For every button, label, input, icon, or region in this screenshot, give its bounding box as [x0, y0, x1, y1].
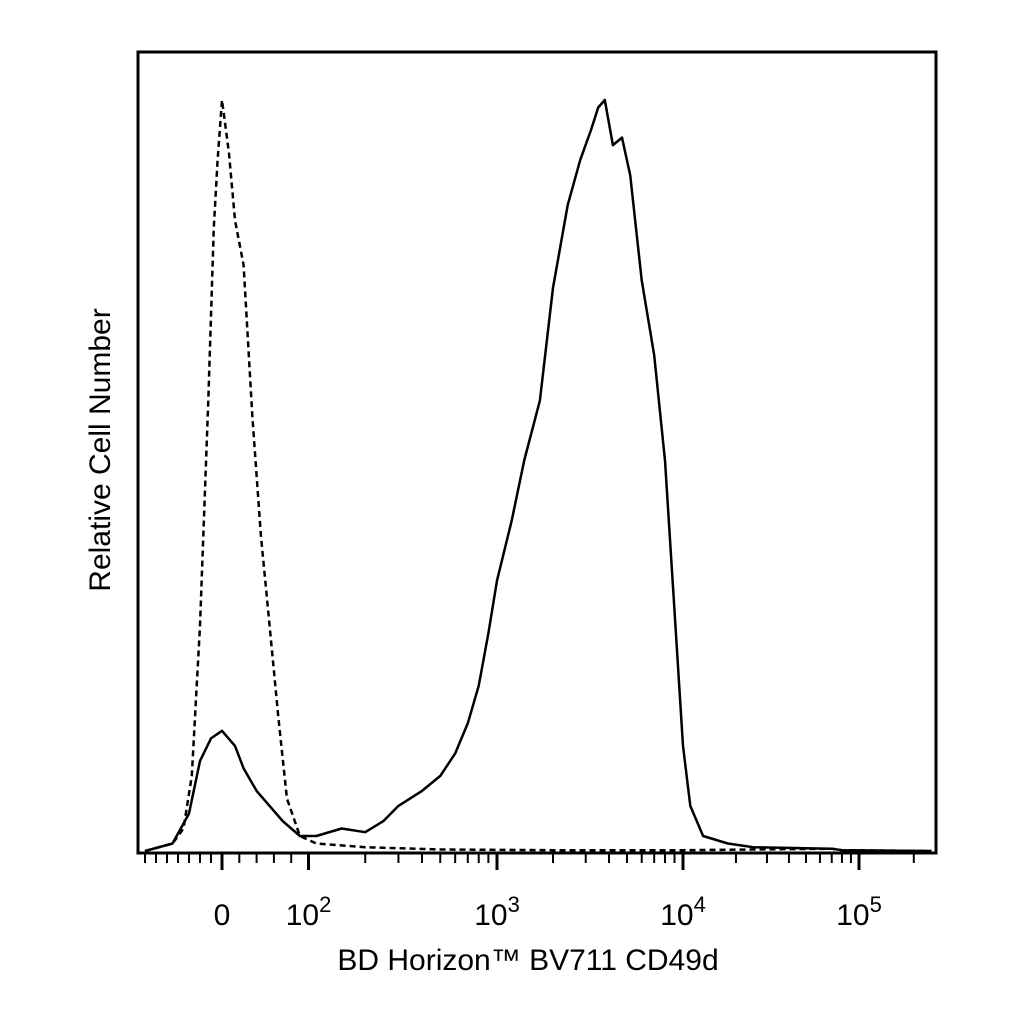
y-axis-label: Relative Cell Number — [84, 308, 117, 591]
x-axis-label: BD Horizon™ BV711 CD49d — [337, 944, 718, 977]
isotype-control-histogram — [144, 98, 932, 853]
x-tick-label: 102 — [286, 892, 332, 932]
series-layer — [144, 98, 932, 853]
x-tick-label: 103 — [474, 892, 520, 932]
x-tick-label: 0 — [214, 899, 231, 932]
x-minor-ticks — [144, 853, 915, 863]
plot-frame — [136, 50, 938, 855]
stained-histogram — [144, 98, 932, 853]
x-tick-labels: 0 102 103 104 105 — [214, 892, 882, 932]
x-major-ticks — [220, 853, 861, 870]
x-tick-label: 105 — [836, 892, 882, 932]
x-tick-label: 104 — [660, 892, 706, 932]
